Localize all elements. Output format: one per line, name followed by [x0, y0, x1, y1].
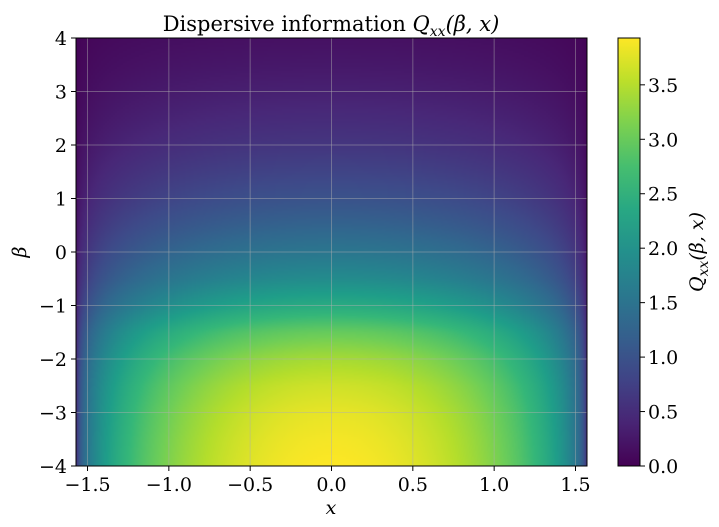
colorbar-label: Qxx(β, x) — [686, 212, 712, 292]
x-tick-label: −0.5 — [227, 474, 273, 496]
colorbar-tick-label: 2.0 — [648, 238, 678, 260]
y-tick-label: −3 — [39, 403, 67, 425]
x-tick-label: 1.5 — [560, 474, 590, 496]
x-tick-label: −1.0 — [146, 474, 192, 496]
y-tick-label: −2 — [39, 349, 67, 371]
heatmap-image — [76, 38, 587, 466]
y-ticks: −4 −3 −2 −1 0 1 2 3 4 — [39, 28, 76, 478]
y-tick-label: 2 — [55, 135, 67, 157]
y-tick-label: −1 — [39, 296, 67, 318]
colorbar-frame — [617, 37, 641, 467]
x-tick-label: 1.0 — [479, 474, 509, 496]
y-axis-label: β — [9, 246, 31, 258]
colorbar-label-args: (β, x) — [686, 212, 708, 261]
x-ticks: −1.5 −1.0 −0.5 0.0 0.5 1.0 1.5 — [64, 466, 591, 496]
colorbar-tick-label: 1.0 — [648, 347, 678, 369]
colorbar-tick-label: 3.0 — [648, 129, 678, 151]
chart-title-subscript: xx — [430, 24, 446, 40]
colorbar-label-subscript: xx — [696, 261, 712, 277]
plot-area: −1.5 −1.0 −0.5 0.0 0.5 1.0 1.5 −4 −3 −2 −1 0 1 2 3 4 — [39, 28, 591, 496]
chart-title-symbol: Q — [413, 12, 430, 36]
x-tick-label: 0.5 — [398, 474, 428, 496]
colorbar-tick-label: 0.0 — [648, 456, 678, 478]
y-tick-label: 3 — [55, 82, 67, 104]
x-tick-label: 0.0 — [316, 474, 346, 496]
x-axis-label: x — [326, 497, 337, 519]
colorbar-tick-label: 1.5 — [648, 293, 678, 315]
x-tick-label: −1.5 — [64, 474, 110, 496]
y-tick-label: −4 — [39, 456, 67, 478]
colorbar-tick-label: 2.5 — [648, 184, 678, 206]
colorbar-gradient — [618, 38, 640, 466]
y-tick-label: 0 — [55, 242, 67, 264]
colorbar-tick-label: 3.5 — [648, 75, 678, 97]
colorbar-tick-label: 0.5 — [648, 402, 678, 424]
y-tick-label: 1 — [55, 189, 67, 211]
colorbar: 0.0 0.5 1.0 1.5 2.0 2.5 3.0 3.5 Qxx(β, x) — [617, 37, 712, 478]
chart-title-args: (β, x) — [446, 12, 500, 36]
colorbar-ticks: 0.0 0.5 1.0 1.5 2.0 2.5 3.0 3.5 — [640, 75, 678, 478]
colorbar-label-symbol: Q — [686, 276, 708, 292]
chart-title-prefix: Dispersive information — [163, 12, 406, 36]
y-tick-label: 4 — [55, 28, 67, 50]
chart-title: Dispersive information Qxx(β, x) — [163, 12, 500, 40]
